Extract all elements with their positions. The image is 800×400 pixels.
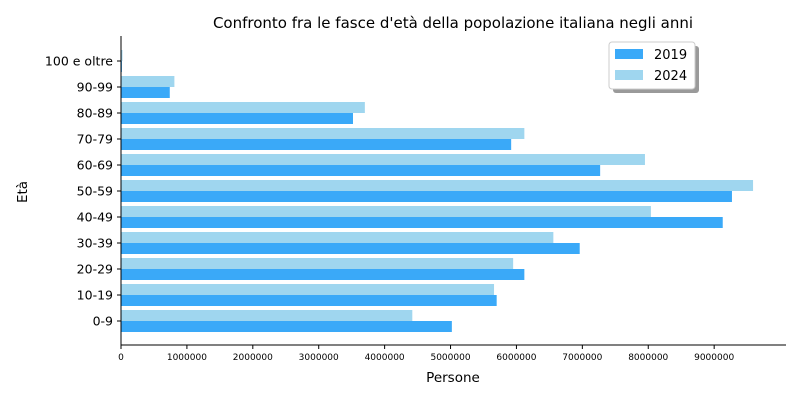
y-tick-label: 50-59 bbox=[77, 184, 113, 199]
x-tick-label: 6000000 bbox=[496, 353, 536, 363]
bar-2024-100-e-oltre bbox=[121, 50, 123, 61]
bar-2024-50-59 bbox=[121, 180, 754, 191]
x-tick-label: 5000000 bbox=[430, 353, 470, 363]
legend-swatch-2019 bbox=[615, 49, 643, 59]
y-axis-label: Età bbox=[15, 181, 31, 203]
bar-2019-80-89 bbox=[121, 113, 353, 124]
y-tick-label: 30-39 bbox=[77, 236, 113, 251]
x-tick-label: 4000000 bbox=[365, 353, 405, 363]
legend-label-2019: 2019 bbox=[654, 48, 687, 63]
bar-2019-40-49 bbox=[121, 217, 723, 228]
y-tick-label: 90-99 bbox=[77, 80, 113, 95]
legend: 2019 2024 bbox=[608, 41, 699, 93]
bar-2019-20-29 bbox=[121, 269, 525, 280]
bar-2024-0-9 bbox=[121, 310, 413, 321]
bar-2024-10-19 bbox=[121, 284, 495, 295]
legend-swatch-2024 bbox=[615, 70, 643, 80]
bars-layer bbox=[121, 50, 754, 332]
x-tick-label: 1000000 bbox=[167, 353, 207, 363]
bar-2024-80-89 bbox=[121, 102, 365, 113]
x-tick-label: 8000000 bbox=[628, 353, 668, 363]
y-tick-label: 70-79 bbox=[77, 132, 113, 147]
x-tick-label: 7000000 bbox=[562, 353, 602, 363]
x-tick-label: 9000000 bbox=[694, 353, 734, 363]
bar-2024-30-39 bbox=[121, 232, 554, 243]
x-tick-label: 2000000 bbox=[233, 353, 273, 363]
bar-2024-60-69 bbox=[121, 154, 645, 165]
bar-2024-90-99 bbox=[121, 76, 175, 87]
x-tick-label: 0 bbox=[118, 353, 124, 363]
bar-2019-60-69 bbox=[121, 165, 601, 176]
y-tick-label: 40-49 bbox=[77, 210, 113, 225]
x-tick-label: 3000000 bbox=[299, 353, 339, 363]
bar-2019-90-99 bbox=[121, 87, 170, 98]
y-tick-label: 100 e oltre bbox=[45, 54, 113, 69]
bar-2024-20-29 bbox=[121, 258, 514, 269]
bar-2019-50-59 bbox=[121, 191, 732, 202]
y-tick-label: 0-9 bbox=[93, 314, 113, 329]
y-tick-label: 10-19 bbox=[77, 288, 113, 303]
x-ticks: 0 1000000 2000000 3000000 4000000 5000000 6000… bbox=[118, 345, 734, 363]
bar-2019-10-19 bbox=[121, 295, 497, 306]
y-ticks: 0-9 10-19 20-29 30-39 40-49 50-59 60-69 70-79 80… bbox=[45, 54, 121, 329]
legend-label-2024: 2024 bbox=[654, 69, 687, 84]
y-tick-label: 60-69 bbox=[77, 158, 113, 173]
bar-2024-40-49 bbox=[121, 206, 651, 217]
y-tick-label: 20-29 bbox=[77, 262, 113, 277]
bar-2019-30-39 bbox=[121, 243, 580, 254]
chart-title: Confronto fra le fasce d'età della popol… bbox=[213, 14, 693, 32]
y-tick-label: 80-89 bbox=[77, 106, 113, 121]
x-axis-label: Persone bbox=[426, 370, 480, 386]
bar-2024-70-79 bbox=[121, 128, 525, 139]
bar-2019-0-9 bbox=[121, 321, 452, 332]
bar-2019-70-79 bbox=[121, 139, 512, 150]
